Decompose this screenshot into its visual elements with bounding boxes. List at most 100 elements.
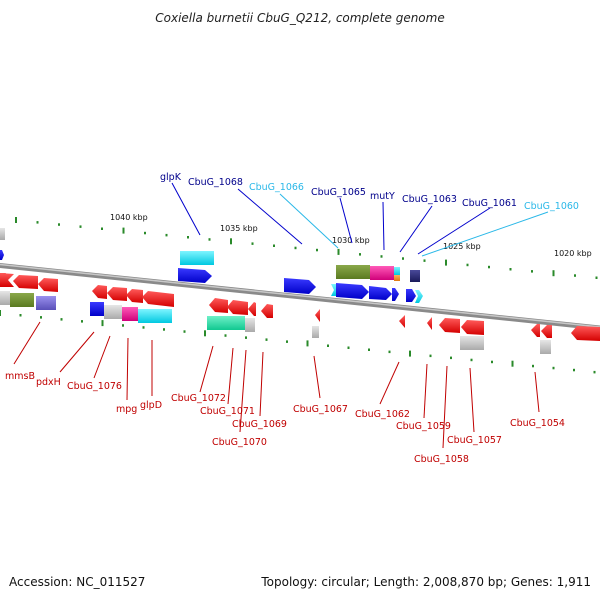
- bottom-label-cbug-1067[interactable]: CbuG_1067: [293, 355, 348, 415]
- gene-label-cbug-1054[interactable]: CbuG_1054: [510, 418, 565, 429]
- cog-bar: [90, 302, 104, 316]
- top-label-cbug-1066[interactable]: CbuG_1066: [249, 182, 339, 249]
- bottom-label-mmsb[interactable]: mmsB: [5, 321, 41, 382]
- bottom-label-cbug-1076[interactable]: CbuG_1076: [67, 335, 122, 392]
- gene-label-cbug-1065[interactable]: CbuG_1065: [311, 187, 366, 198]
- gene-label-cbug-1070[interactable]: CbuG_1070: [212, 437, 267, 448]
- gene-label-pdxh[interactable]: pdxH: [36, 377, 61, 388]
- major-tick: [15, 217, 17, 223]
- gene-arrow-mpg[interactable]: [126, 289, 143, 303]
- gene-label-mpg[interactable]: mpg: [116, 404, 137, 415]
- gene-label-glpk[interactable]: glpK: [160, 172, 182, 183]
- bottom-label-cbug-1054[interactable]: CbuG_1054: [510, 371, 565, 429]
- minor-tick: [183, 330, 186, 333]
- gene-arrow[interactable]: [38, 278, 58, 292]
- gene-arrow[interactable]: [0, 273, 14, 287]
- minor-tick: [573, 368, 575, 372]
- top-label-cbug-1061[interactable]: CbuG_1061: [417, 198, 517, 255]
- minor-tick: [273, 244, 275, 247]
- bottom-label-cbug-1069[interactable]: CbuG_1069: [232, 351, 287, 430]
- minor-tick: [60, 318, 63, 321]
- cog-bar: [370, 266, 394, 280]
- gene-label-cbug-1057[interactable]: CbuG_1057: [447, 435, 502, 446]
- minor-tick: [593, 370, 596, 374]
- bottom-label-cbug-1059[interactable]: CbuG_1059: [396, 363, 451, 432]
- minor-tick: [509, 268, 512, 271]
- top-label-muty[interactable]: mutY: [370, 191, 395, 251]
- gene-label-glpd[interactable]: glpD: [140, 400, 162, 411]
- gene-label-cbug-1063[interactable]: CbuG_1063: [402, 194, 457, 205]
- gene-arrow-cbug-1069[interactable]: [261, 304, 273, 318]
- gene-arrow[interactable]: [571, 326, 600, 341]
- top-label-cbug-1068[interactable]: CbuG_1068: [188, 177, 303, 245]
- gene-label-cbug-1062[interactable]: CbuG_1062: [355, 409, 410, 420]
- gene-arrow[interactable]: [531, 324, 540, 337]
- gene-label-cbug-1072[interactable]: CbuG_1072: [171, 393, 226, 404]
- gene-arrow-cbug-1057[interactable]: [461, 320, 484, 335]
- gene-label-cbug-1068[interactable]: CbuG_1068: [188, 177, 243, 188]
- bottom-label-glpd[interactable]: glpD: [140, 340, 162, 411]
- gene-arrow-cbug-1062[interactable]: [399, 315, 405, 328]
- gene-arrow-glpk[interactable]: [178, 268, 212, 283]
- gene-label-cbug-1067[interactable]: CbuG_1067: [293, 404, 348, 415]
- major-tick: [101, 320, 104, 327]
- gene-arrow-cbug-1070[interactable]: [248, 302, 256, 316]
- gene-arrow-cbug-1054[interactable]: [541, 325, 552, 338]
- gene-label-muty[interactable]: mutY: [370, 191, 395, 202]
- gene-arrow-cbug-1059[interactable]: [427, 317, 432, 330]
- gene-label-cbug-1069[interactable]: CbuG_1069: [232, 419, 287, 430]
- minor-tick: [208, 238, 211, 241]
- gene-arrow-cbug-1061[interactable]: [406, 289, 416, 302]
- reverse-strand-genes: [0, 273, 600, 341]
- gene-arrow-muty[interactable]: [369, 286, 392, 300]
- minor-tick: [187, 236, 189, 239]
- gene-arrow-cbug-1058[interactable]: [439, 318, 460, 333]
- gene-arrow[interactable]: [0, 250, 4, 260]
- gene-arrow-cbug-1076[interactable]: [107, 287, 127, 301]
- gene-label-cbug-1060[interactable]: CbuG_1060: [524, 201, 579, 212]
- gene-arrow-cbug-1071[interactable]: [227, 300, 248, 315]
- minor-tick: [380, 255, 383, 258]
- gene-label-cbug-1058[interactable]: CbuG_1058: [414, 454, 469, 465]
- bottom-label-cbug-1062[interactable]: CbuG_1062: [355, 361, 410, 420]
- gene-arrow-glpd[interactable]: [142, 291, 174, 307]
- minor-tick: [286, 340, 288, 343]
- cog-bar: [540, 340, 551, 354]
- bottom-label-cbug-1072[interactable]: CbuG_1072: [171, 345, 226, 404]
- top-label-cbug-1063[interactable]: CbuG_1063: [399, 194, 457, 253]
- gene-arrow-cbug-1066[interactable]: [331, 284, 336, 296]
- bottom-label-pdxh[interactable]: pdxH: [36, 331, 95, 388]
- gene-label-cbug-1071[interactable]: CbuG_1071: [200, 406, 255, 417]
- gene-label-cbug-1059[interactable]: CbuG_1059: [396, 421, 451, 432]
- gene-arrow[interactable]: [0, 273, 6, 287]
- gene-arrow-cbug-1065[interactable]: [336, 283, 369, 299]
- gene-arrow-cbug-1068[interactable]: [284, 278, 316, 294]
- minor-tick: [19, 314, 22, 317]
- top-label-glpk[interactable]: glpK: [160, 172, 201, 236]
- gene-label-mmsb[interactable]: mmsB: [5, 371, 35, 382]
- top-label-cbug-1060[interactable]: CbuG_1060: [421, 201, 579, 257]
- major-tick: [337, 248, 340, 255]
- bottom-label-cbug-1070[interactable]: CbuG_1070: [212, 349, 267, 448]
- gene-arrow-pdxh[interactable]: [92, 285, 107, 299]
- bottom-label-cbug-1057[interactable]: CbuG_1057: [447, 367, 502, 446]
- gene-arrow-cbug-1060[interactable]: [415, 290, 423, 303]
- minor-tick: [595, 276, 598, 279]
- bottom-label-cbug-1058[interactable]: CbuG_1058: [414, 365, 469, 465]
- minor-tick: [388, 350, 391, 354]
- gene-label-cbug-1066[interactable]: CbuG_1066: [249, 182, 304, 193]
- minor-tick: [79, 225, 82, 228]
- top-label-cbug-1065[interactable]: CbuG_1065: [311, 187, 366, 244]
- minor-tick: [491, 360, 493, 364]
- bottom-label-cbug-1071[interactable]: CbuG_1071: [200, 347, 255, 417]
- bottom-label-mpg[interactable]: mpg: [116, 337, 137, 415]
- scale-label-1035: 1035 kbp: [220, 224, 258, 233]
- gene-arrow-cbug-1063[interactable]: [392, 288, 399, 301]
- gene-arrow-cbug-1067[interactable]: [315, 309, 320, 322]
- cog-bar: [245, 318, 255, 332]
- minor-tick: [574, 274, 576, 277]
- gene-arrow-cbug-1072[interactable]: [209, 298, 228, 313]
- gene-label-cbug-1061[interactable]: CbuG_1061: [462, 198, 517, 209]
- gene-label-cbug-1076[interactable]: CbuG_1076: [67, 381, 122, 392]
- gene-arrow[interactable]: [13, 275, 38, 289]
